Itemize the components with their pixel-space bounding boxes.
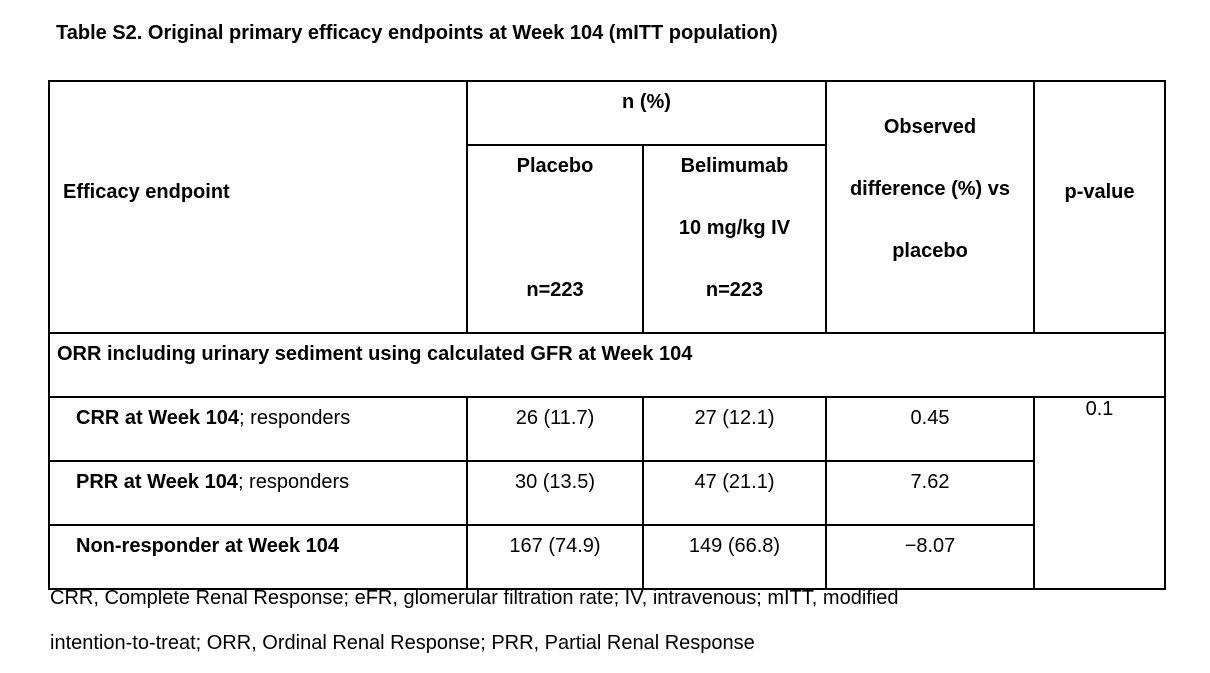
- row-nonresponder-diff-value: −8.07: [904, 535, 956, 557]
- header-belimumab-name: Belimumab: [680, 155, 789, 177]
- table-title: Table S2. Original primary efficacy endp…: [56, 22, 778, 44]
- row-crr-diff-cell: 0.45: [825, 396, 1035, 462]
- header-placebo-name: Placebo: [516, 155, 594, 177]
- row-prr-placebo-value: 30 (13.5): [514, 471, 596, 493]
- section-row-label: ORR including urinary sediment using cal…: [57, 343, 693, 365]
- row-nonresponder-label-cell: Non-responder at Week 104: [48, 524, 468, 590]
- header-placebo-spacer: [469, 208, 641, 270]
- table-row-nonresponder: Non-responder at Week 104 167 (74.9) 149…: [48, 524, 1165, 590]
- row-prr-label-bold: PRR at Week 104: [76, 471, 238, 493]
- row-prr-label-cell: PRR at Week 104; responders: [48, 460, 468, 526]
- row-nonresponder-belimumab-value: 149 (66.8): [688, 535, 781, 557]
- row-crr-placebo-value: 26 (11.7): [515, 407, 595, 429]
- row-nonresponder-placebo-cell: 167 (74.9): [466, 524, 644, 590]
- header-n-pct-label: n (%): [622, 91, 671, 113]
- section-row-cell: ORR including urinary sediment using cal…: [48, 332, 1166, 398]
- header-placebo-n: n=223: [526, 279, 584, 301]
- row-crr-label-cell: CRR at Week 104; responders: [48, 396, 468, 462]
- row-prr-belimumab-value: 47 (21.1): [694, 471, 775, 493]
- header-p-value-cell: p-value: [1033, 80, 1166, 334]
- header-observed-diff-cell: Observed difference (%) vs placebo: [825, 80, 1035, 334]
- row-prr-placebo-cell: 30 (13.5): [466, 460, 644, 526]
- header-belimumab-dose: 10 mg/kg IV: [678, 217, 791, 239]
- row-prr-belimumab-cell: 47 (21.1): [642, 460, 827, 526]
- row-nonresponder-label-bold: Non-responder at Week 104: [76, 535, 340, 557]
- row-nonresponder-belimumab-cell: 149 (66.8): [642, 524, 827, 590]
- table-row-crr: CRR at Week 104; responders 26 (11.7) 27…: [48, 396, 1166, 590]
- header-belimumab-n: n=223: [705, 279, 764, 301]
- row-nonresponder-diff-cell: −8.07: [825, 524, 1035, 590]
- row-crr-label-bold: CRR at Week 104: [76, 407, 240, 429]
- header-placebo-cell: Placebo n=223: [466, 144, 644, 334]
- header-p-value-label: p-value: [1064, 181, 1135, 203]
- header-n-pct-cell: n (%): [466, 80, 827, 146]
- table-footnote: CRR, Complete Renal Response; eFR, glome…: [50, 586, 899, 673]
- row-crr-belimumab-cell: 27 (12.1): [642, 396, 827, 462]
- header-belimumab-cell: Belimumab 10 mg/kg IV n=223: [642, 144, 827, 334]
- row-crr-placebo-cell: 26 (11.7): [466, 396, 644, 462]
- efficacy-table: Efficacy endpoint n (%) Observed differe…: [48, 80, 1166, 590]
- row-prr-diff-cell: 7.62: [825, 460, 1035, 526]
- header-observed-diff-line1: Observed: [883, 116, 977, 138]
- footnote-line-2: intention-to-treat; ORR, Ordinal Renal R…: [50, 632, 755, 654]
- table-row-prr: PRR at Week 104; responders 30 (13.5) 47…: [48, 460, 1165, 526]
- row-prr-diff-value: 7.62: [910, 471, 950, 493]
- header-efficacy-endpoint-label: Efficacy endpoint: [63, 181, 230, 203]
- row-prr-label-rest: ; responders: [237, 471, 350, 493]
- header-observed-diff-line2: difference (%) vs: [849, 178, 1011, 200]
- row-crr-diff-value: 0.45: [910, 407, 950, 429]
- p-value-merged-value: 0.1: [1085, 398, 1114, 420]
- p-value-merged-cell: 0.1: [1033, 396, 1166, 590]
- row-nonresponder-placebo-value: 167 (74.9): [509, 535, 601, 557]
- row-crr-belimumab-value: 27 (12.1): [694, 407, 775, 429]
- header-efficacy-endpoint-cell: Efficacy endpoint: [48, 80, 468, 334]
- header-observed-diff-line3: placebo: [892, 240, 968, 262]
- footnote-line-1: CRR, Complete Renal Response; eFR, glome…: [50, 587, 899, 609]
- row-crr-label-rest: ; responders: [239, 407, 351, 429]
